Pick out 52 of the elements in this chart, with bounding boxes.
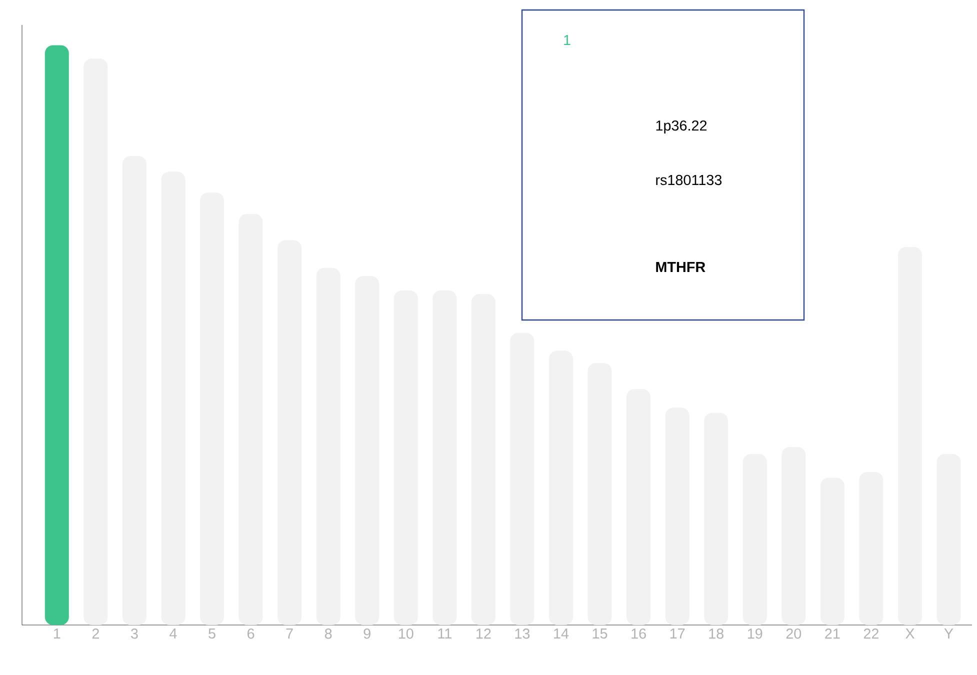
bar <box>704 412 728 625</box>
x-tick-label: 10 <box>398 628 414 639</box>
x-tick-label: 7 <box>286 628 293 638</box>
text: 1 <box>564 35 570 45</box>
bar <box>859 472 884 625</box>
bar <box>394 290 418 625</box>
x-tick-label: 18 <box>709 628 724 639</box>
bar <box>44 45 69 625</box>
x-tick-label: 5 <box>208 628 216 639</box>
bar <box>278 240 302 625</box>
x-tick-label: 21 <box>825 628 840 639</box>
x-tick-label: 12 <box>476 628 491 639</box>
bar <box>820 478 844 625</box>
annotation: 1p36.22 <box>656 120 707 134</box>
x-tick-label: 22 <box>864 628 878 639</box>
x-tick-label: 16 <box>632 628 646 639</box>
bar <box>782 447 806 625</box>
x-tick-label: 13 <box>515 628 530 639</box>
x-tick-label: 14 <box>554 628 569 638</box>
x-tick-label: 20 <box>786 628 802 639</box>
x-tick-label: Y <box>944 628 954 638</box>
bar <box>626 389 651 625</box>
bar <box>510 332 534 625</box>
x-tick-label: 19 <box>748 628 762 639</box>
bar <box>432 290 457 625</box>
x-tick-label: X <box>905 628 914 638</box>
bar <box>936 454 961 625</box>
annotation: rs1801133 <box>656 174 722 186</box>
x-tick-label: 6 <box>248 628 254 639</box>
bar <box>238 214 263 625</box>
bar <box>665 408 690 625</box>
x-tick-label: 9 <box>364 628 370 639</box>
bar <box>588 362 612 625</box>
bar <box>316 268 340 625</box>
bar <box>161 172 186 625</box>
bar <box>84 58 108 625</box>
bar <box>200 192 224 625</box>
bar <box>471 294 496 625</box>
x-tick-label: 15 <box>592 628 608 639</box>
bar <box>122 156 146 625</box>
bar <box>742 454 767 625</box>
annotation: MTHFR <box>656 262 706 272</box>
bar <box>355 276 380 625</box>
x-tick-label: 11 <box>438 628 452 638</box>
bar <box>548 350 573 625</box>
x-tick-label: 8 <box>324 628 332 639</box>
x-tick-label: 3 <box>130 628 138 639</box>
x-tick-label: 4 <box>170 628 177 638</box>
bar <box>898 247 922 625</box>
x-tick-label: 1 <box>54 628 60 638</box>
x-tick-label: 17 <box>670 628 685 638</box>
x-tick-label: 2 <box>92 628 99 639</box>
